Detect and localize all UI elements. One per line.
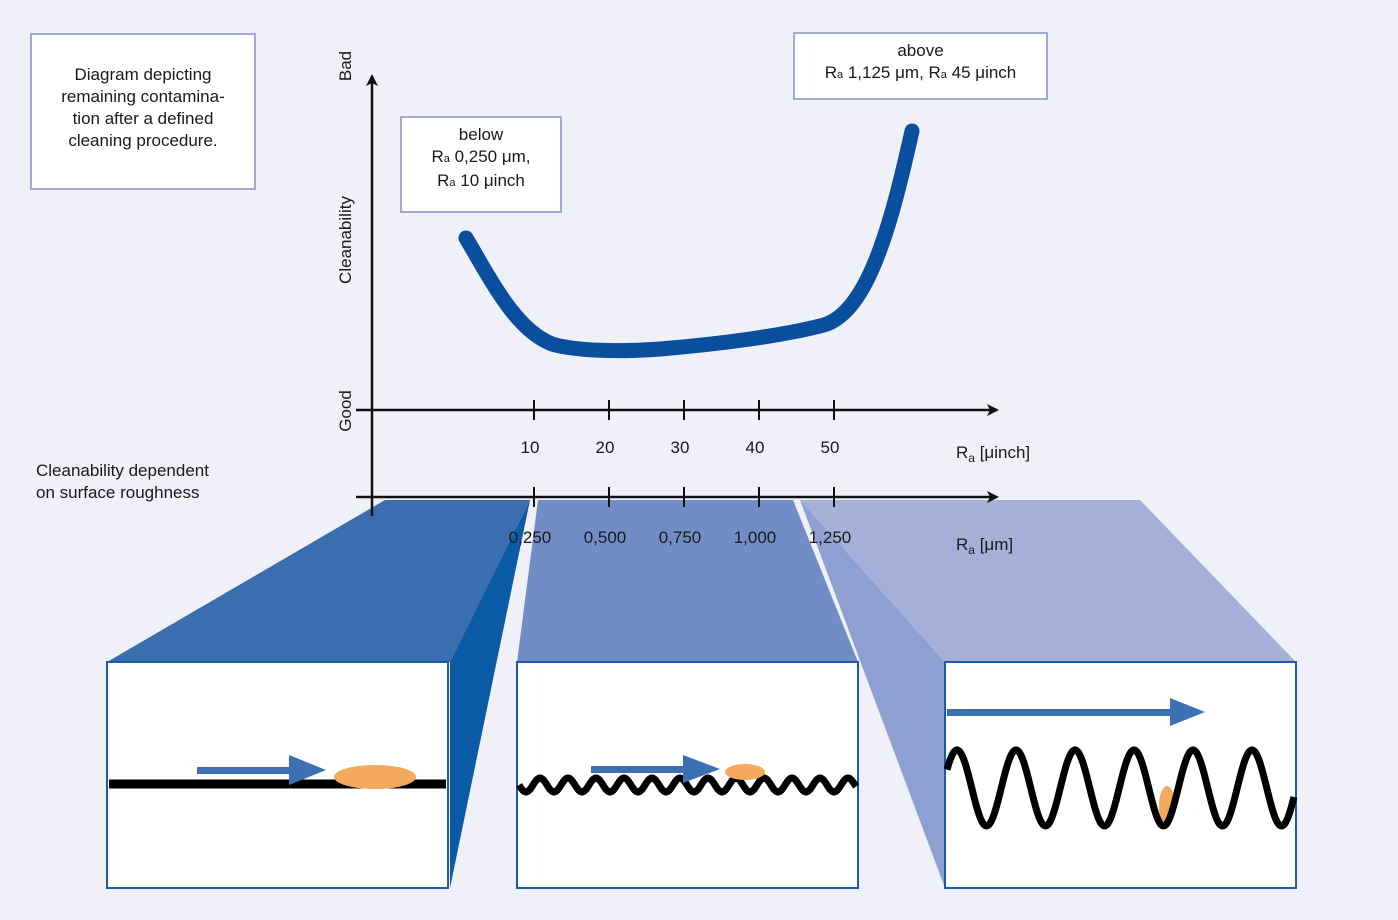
ticks-um: 0,250 0,500 0,750 1,000 1,250 [371, 487, 852, 547]
zone-medium-trapezoid [517, 500, 858, 662]
below-um-value: Ra 0,250 μm, [431, 147, 531, 166]
intro-line: cleaning procedure. [68, 131, 218, 150]
zone-rough-side [800, 500, 945, 888]
uinch-tick-label: 10 [521, 438, 540, 457]
y-axis-top-label: Bad [336, 51, 355, 81]
caption-line: Cleanability dependent [36, 461, 209, 480]
x-axis-uinch-label: Ra [μinch] [956, 443, 1030, 465]
uinch-tick-label: 50 [821, 438, 840, 457]
uinch-tick-label: 20 [596, 438, 615, 457]
zone-smooth-trapezoid [107, 500, 530, 662]
cleanability-curve [458, 123, 920, 359]
flow-arrow-head-3 [1170, 698, 1205, 726]
flow-arrow-shaft-3 [947, 709, 1175, 716]
ticks-uinch: 10 20 30 40 50 [521, 400, 840, 457]
uinch-tick-label: 40 [746, 438, 765, 457]
above-threshold-box: above Ra 1,125 μm, Ra 45 μinch [793, 32, 1048, 100]
um-tick-label: 0,250 [509, 528, 552, 547]
um-tick-label: 0,750 [659, 528, 702, 547]
below-heading: below [458, 125, 504, 144]
intro-description-box: Diagram depicting remaining contamina- t… [30, 33, 256, 190]
caption-line: on surface roughness [36, 483, 200, 502]
flow-arrow-head-1 [289, 755, 326, 785]
y-axis-bottom-label: Good [336, 390, 355, 432]
above-values: Ra 1,125 μm, Ra 45 μinch [824, 63, 1017, 82]
intro-line: Diagram depicting [74, 65, 212, 84]
flow-arrow-shaft-2 [591, 766, 685, 773]
above-heading: above [897, 41, 944, 60]
flow-arrow-shaft-1 [197, 767, 292, 774]
zone-rough-trapezoid [800, 500, 1296, 662]
below-threshold-box: below Ra 0,250 μm, Ra 10 μinch [400, 116, 562, 213]
zone-smooth-side [450, 500, 530, 888]
flow-arrow-head-2 [683, 755, 720, 783]
y-axis-label: Cleanability [336, 196, 355, 284]
intro-line: remaining contamina- [61, 87, 225, 106]
um-tick-label: 1,000 [734, 528, 777, 547]
intro-line: tion after a defined [72, 109, 214, 128]
contaminant-blob-large [334, 765, 416, 789]
diagram-caption: Cleanability dependent on surface roughn… [36, 460, 209, 504]
um-tick-label: 1,250 [809, 528, 852, 547]
contaminant-blob-small [725, 764, 765, 780]
x-axis-um-label: Ra [μm] [956, 535, 1013, 557]
high-roughness-wave [943, 746, 1298, 830]
medium-roughness-wave [516, 774, 859, 796]
uinch-tick-label: 30 [671, 438, 690, 457]
below-uinch-value: Ra 10 μinch [437, 171, 525, 190]
um-tick-label: 0,500 [584, 528, 627, 547]
